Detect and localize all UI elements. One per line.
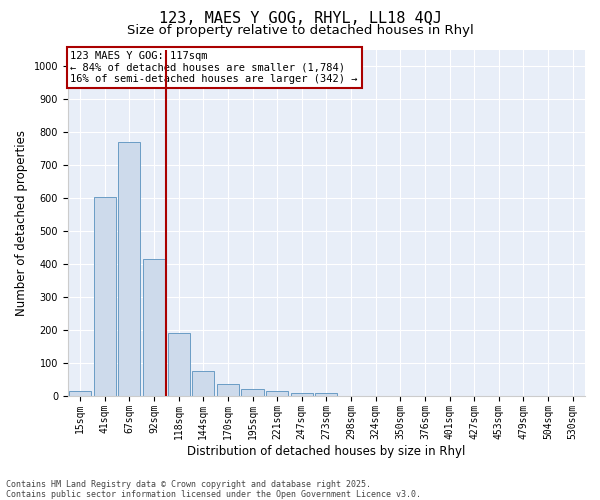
Text: 123 MAES Y GOG: 117sqm
← 84% of detached houses are smaller (1,784)
16% of semi-: 123 MAES Y GOG: 117sqm ← 84% of detached… bbox=[70, 50, 358, 84]
Bar bbox=[143, 260, 165, 396]
Bar bbox=[69, 391, 91, 396]
Bar bbox=[266, 391, 288, 396]
Text: 123, MAES Y GOG, RHYL, LL18 4QJ: 123, MAES Y GOG, RHYL, LL18 4QJ bbox=[158, 11, 442, 26]
X-axis label: Distribution of detached houses by size in Rhyl: Distribution of detached houses by size … bbox=[187, 444, 466, 458]
Bar bbox=[192, 372, 214, 396]
Bar bbox=[167, 334, 190, 396]
Y-axis label: Number of detached properties: Number of detached properties bbox=[15, 130, 28, 316]
Bar bbox=[241, 390, 263, 396]
Text: Contains HM Land Registry data © Crown copyright and database right 2025.
Contai: Contains HM Land Registry data © Crown c… bbox=[6, 480, 421, 499]
Bar bbox=[290, 393, 313, 396]
Bar bbox=[316, 393, 337, 396]
Bar bbox=[118, 142, 140, 396]
Text: Size of property relative to detached houses in Rhyl: Size of property relative to detached ho… bbox=[127, 24, 473, 37]
Bar bbox=[94, 196, 116, 396]
Bar bbox=[217, 384, 239, 396]
